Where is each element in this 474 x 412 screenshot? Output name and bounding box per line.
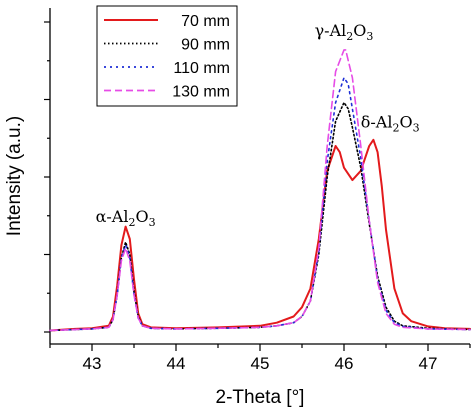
peak-annotation: γ-Al2O3	[315, 21, 374, 43]
legend-label: 110 mm	[173, 60, 230, 77]
data-series	[49, 49, 471, 332]
peak-annotation: α-Al2O3	[96, 207, 156, 229]
y-axis-title: Intensity (a.u.)	[4, 116, 25, 236]
x-tick-label: 43	[83, 354, 102, 373]
x-tick-label: 45	[251, 354, 270, 373]
y-ticks	[44, 21, 50, 333]
x-tick-label: 46	[335, 354, 354, 373]
peak-annotation: δ-Al2O3	[361, 112, 420, 134]
series-line-70-mm	[49, 138, 471, 332]
legend-label: 130 mm	[172, 84, 230, 101]
legend-box	[96, 5, 238, 107]
x-ticks: 43 44 45 46 47	[49, 344, 471, 373]
x-axis-title: 2-Theta [°]	[216, 387, 305, 408]
x-tick-label: 44	[167, 354, 186, 373]
legend-label: 70 mm	[181, 13, 230, 30]
peak-annotations: α-Al2O3 γ-Al2O3 δ-Al2O3	[96, 21, 420, 229]
legend-label: 90 mm	[181, 37, 230, 54]
x-tick-label: 47	[419, 354, 438, 373]
legend: 70 mm 90 mm 110 mm 130 mm	[96, 5, 238, 107]
series-line-130-mm	[49, 49, 471, 332]
